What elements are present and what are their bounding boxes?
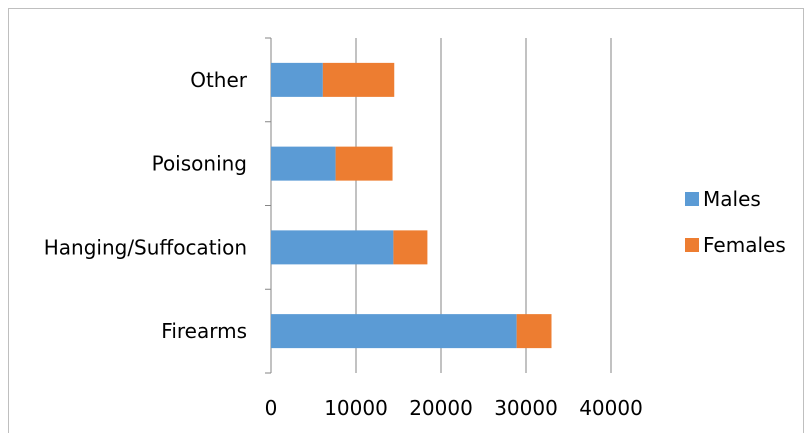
x-tick-label: 30000 <box>494 396 558 420</box>
x-tick-label: 20000 <box>409 396 473 420</box>
category-label: Hanging/Suffocation <box>44 235 247 259</box>
bar-layer <box>271 62 552 349</box>
x-tick-label: 40000 <box>579 396 643 420</box>
legend-swatch-males <box>685 192 699 206</box>
legend-swatch-females <box>685 238 699 252</box>
bar-males-firearms <box>271 314 517 349</box>
bar-males-hanging-suffocation <box>271 230 394 265</box>
category-label: Poisoning <box>152 152 247 176</box>
chart-frame <box>8 8 804 433</box>
category-label: Other <box>190 68 248 92</box>
bar-females-hanging-suffocation <box>393 230 428 265</box>
legend-label-females: Females <box>703 233 786 257</box>
bar-females-poisoning <box>335 146 393 181</box>
label-layer: Firearms Hanging/Suffocation Poisoning Othe… <box>44 68 643 420</box>
bar-females-other <box>322 62 395 97</box>
x-tick-label: 0 <box>265 396 278 420</box>
bar-males-other <box>271 62 323 97</box>
category-label: Firearms <box>161 319 247 343</box>
x-tick-label: 10000 <box>324 396 388 420</box>
legend: Males Females <box>685 187 786 257</box>
bar-males-poisoning <box>271 146 336 181</box>
axis-layer <box>265 37 272 374</box>
legend-label-males: Males <box>703 187 761 211</box>
bar-females-firearms <box>516 314 552 349</box>
